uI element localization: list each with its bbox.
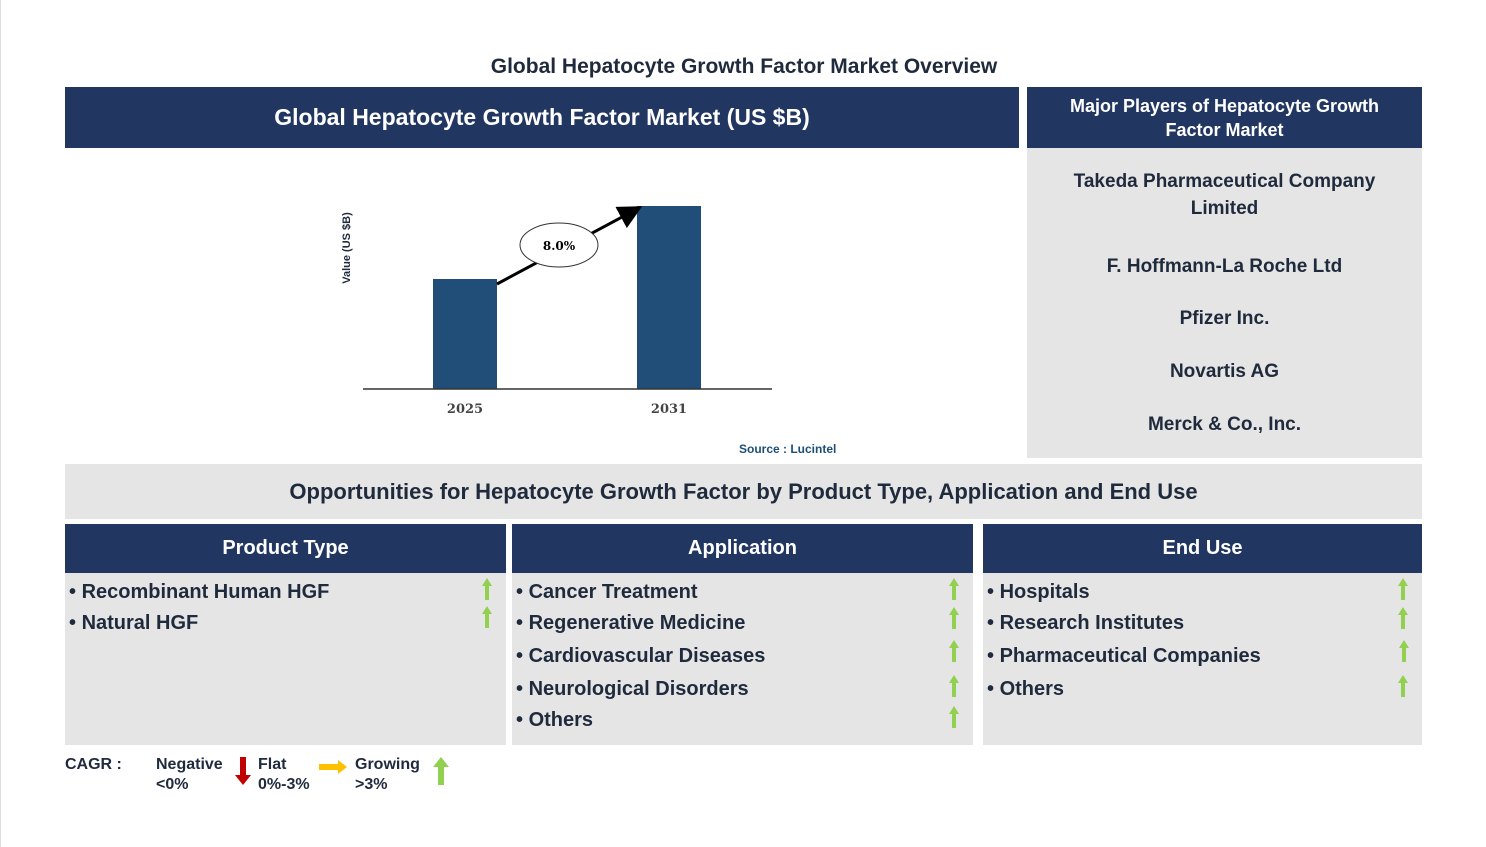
up-arrow-icon <box>433 757 449 785</box>
opportunities-title: Opportunities for Hepatocyte Growth Fact… <box>65 464 1422 519</box>
up-arrow-icon <box>1398 607 1408 629</box>
up-arrow-icon <box>949 706 959 728</box>
players-panel-header: Major Players of Hepatocyte Growth Facto… <box>1027 87 1422 148</box>
legend-label: CAGR : <box>65 756 122 773</box>
product-type-list: • Recombinant Human HGF • Natural HGF <box>65 573 506 745</box>
bar-2031 <box>637 206 701 389</box>
up-arrow-icon <box>1398 578 1408 600</box>
bar-chart: Value (US $B) 2025 2031 8.0% <box>341 206 772 417</box>
bar-2025 <box>433 279 497 389</box>
up-arrow-icon <box>482 606 492 628</box>
list-item: • Recombinant Human HGF <box>69 581 330 603</box>
list-item: • Pharmaceutical Companies <box>987 645 1261 667</box>
list-item: • Others <box>987 678 1065 700</box>
list-item: • Neurological Disorders <box>516 678 749 700</box>
list-item: • Others <box>516 709 594 731</box>
product-type-header: Product Type <box>65 524 506 573</box>
list-item: • Regenerative Medicine <box>516 612 746 634</box>
list-item: • Hospitals <box>987 581 1090 603</box>
list-item: • Research Institutes <box>987 612 1185 634</box>
player-item: F. Hoffmann-La Roche Ltd <box>1106 256 1343 277</box>
list-item: • Cancer Treatment <box>516 581 698 603</box>
page-title: Global Hepatocyte Growth Factor Market O… <box>490 55 998 78</box>
player-item: Merck & Co., Inc. <box>1147 414 1302 435</box>
cagr-ellipse <box>519 222 599 268</box>
up-arrow-icon <box>949 675 959 697</box>
cagr-annotation: 8.0% <box>543 239 576 253</box>
up-arrow-icon <box>949 640 959 662</box>
list-item: • Natural HGF <box>69 612 199 634</box>
market-panel-header: Global Hepatocyte Growth Factor Market (… <box>65 87 1019 148</box>
down-arrow-icon <box>235 757 251 785</box>
up-arrow-icon <box>482 578 492 600</box>
up-arrow-icon <box>1398 675 1408 697</box>
up-arrow-icon <box>949 607 959 629</box>
market-chart: Value (US $B) 2025 2031 8.0% Source : Lu… <box>65 148 1019 458</box>
end-use-list: • Hospitals • Research Institutes • Phar… <box>983 573 1422 745</box>
up-arrow-icon <box>949 578 959 600</box>
y-axis-label: Value (US $B) <box>341 212 353 284</box>
player-item: Takeda Pharmaceutical Company Limited <box>1073 171 1376 219</box>
application-header: Application <box>512 524 973 573</box>
x-tick-2031: 2031 <box>651 402 687 417</box>
legend-growing: Growing >3% <box>355 756 420 793</box>
player-item: Pfizer Inc. <box>1179 308 1270 329</box>
players-list: Takeda Pharmaceutical Company Limited F.… <box>1027 148 1422 458</box>
end-use-header: End Use <box>983 524 1422 573</box>
source-label: Source : Lucintel <box>739 442 837 456</box>
right-arrow-icon <box>319 760 347 774</box>
player-item: Novartis AG <box>1169 361 1280 382</box>
up-arrow-icon <box>1399 640 1409 662</box>
legend-negative: Negative <0% <box>156 756 223 793</box>
x-tick-2025: 2025 <box>447 402 483 417</box>
legend-flat: Flat 0%-3% <box>258 756 310 793</box>
application-list: • Cancer Treatment • Regenerative Medici… <box>512 573 973 745</box>
list-item: • Cardiovascular Diseases <box>516 645 766 667</box>
